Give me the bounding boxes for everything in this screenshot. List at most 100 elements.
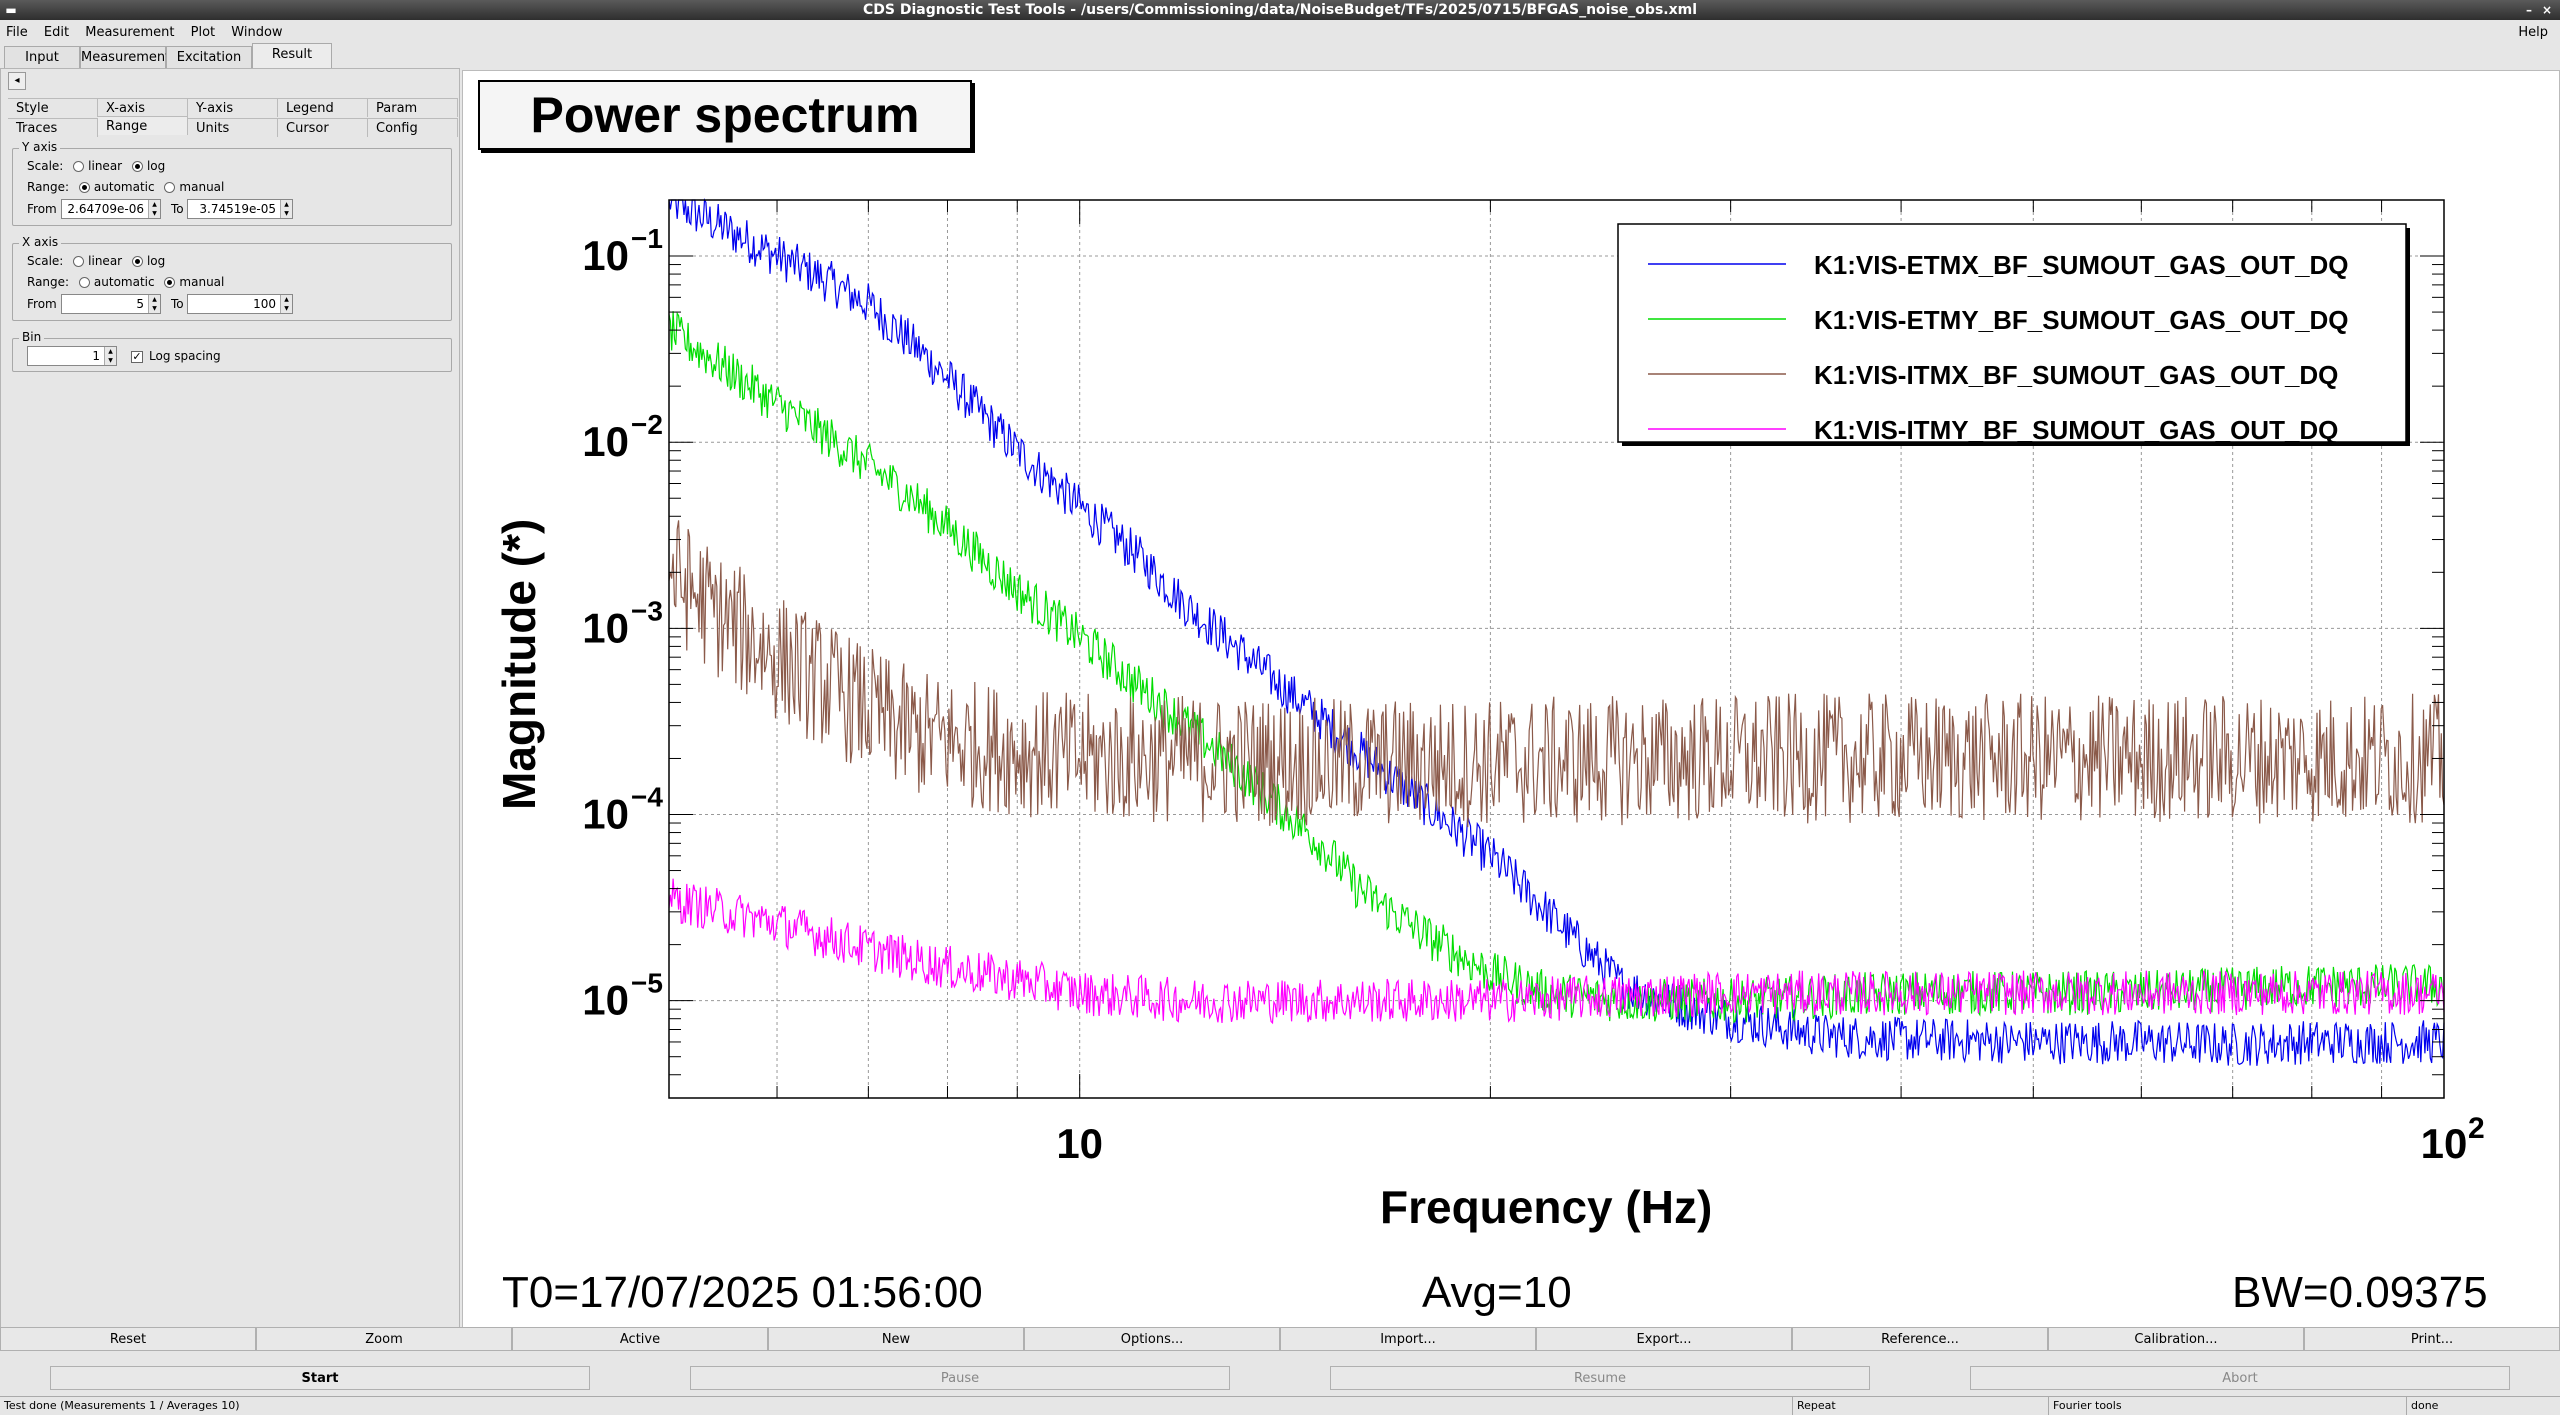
x-axis-group: X axis Scale: linear log Range: automati… [12,235,452,321]
subtab-units[interactable]: Units [188,118,278,137]
y-tick-exponent: −5 [631,968,663,999]
x-range-manual-radio[interactable] [164,277,176,288]
y-tick-label: 10 [582,418,629,465]
y-tick-exponent: −3 [631,595,663,626]
toolbar-calibration-button[interactable]: Calibration... [2048,1327,2304,1351]
tab-measurement[interactable]: Measurement [80,46,170,68]
x-from-field[interactable]: 5 ▲ ▼ [61,294,161,314]
legend-entry-label: K1:VIS-ITMY_BF_SUMOUT_GAS_OUT_DQ [1814,415,2338,445]
plot-frame [668,199,2445,1099]
log-spacing-label: Log spacing [149,349,221,363]
y-from-field[interactable]: 2.64709e-06 ▲ ▼ [61,199,161,219]
toolbar-import-button[interactable]: Import... [1280,1327,1536,1351]
abort-button[interactable]: Abort [1970,1366,2510,1390]
x-to-field[interactable]: 100 ▲ ▼ [187,294,293,314]
close-icon[interactable]: × [2541,3,2553,17]
x-range-automatic-radio[interactable] [78,277,90,288]
tab-input[interactable]: Input [4,46,80,68]
y-scale-log-label: log [146,159,166,173]
subtab-param[interactable]: Param [368,98,458,117]
x-range-manual-label: manual [179,275,225,289]
window-menu-icon[interactable]: ▬ [5,3,17,17]
start-button[interactable]: Start [50,1366,590,1390]
y-tick-exponent: −2 [631,409,663,440]
toolbar-options-button[interactable]: Options... [1024,1327,1280,1351]
toolbar-reset-button[interactable]: Reset [0,1327,256,1351]
x-from-label: From [27,297,57,311]
pause-button[interactable]: Pause [690,1366,1230,1390]
x-range-automatic-label: automatic [93,275,155,289]
y-tick-label: 10 [582,232,629,279]
toolbar-new-button[interactable]: New [768,1327,1024,1351]
status-state: done [2406,1397,2560,1415]
menu-window[interactable]: Window [231,25,283,40]
y-range-label: Range: [27,180,70,194]
subtab-config[interactable]: Config [368,118,458,137]
menu-measurement[interactable]: Measurement [85,25,175,40]
subtab-style[interactable]: Style [8,98,98,117]
trace-3-line [668,520,2445,828]
trace-4-line [668,878,2445,1025]
minimize-icon[interactable]: – [2526,3,2532,17]
toolbar-export-button[interactable]: Export... [1536,1327,1792,1351]
tab-excitation[interactable]: Excitation [166,46,252,68]
subtab-legend[interactable]: Legend [278,98,368,117]
y-scale-label: Scale: [27,159,64,173]
status-repeat: Repeat [1792,1397,2048,1415]
subtab-traces[interactable]: Traces [8,118,98,137]
subtab-range[interactable]: Range [98,116,188,135]
legend-entry-label: K1:VIS-ETMX_BF_SUMOUT_GAS_OUT_DQ [1814,250,2349,280]
tab-result[interactable]: Result [252,43,332,68]
power-spectrum-chart[interactable]: 10 −110 −210 −310 −410 −510 10 2 K1:VIS-ETMX_BF… [462,70,2560,1328]
y-tick-exponent: −1 [631,223,663,254]
y-scale-linear-radio[interactable] [73,161,85,172]
legend[interactable]: K1:VIS-ETMX_BF_SUMOUT_GAS_OUT_DQ K1:VIS-E… [1617,223,2410,446]
x-scale-label: Scale: [27,254,64,268]
menu-plot[interactable]: Plot [190,25,216,40]
y-scale-log-radio[interactable] [131,161,143,172]
x-scale-log-radio[interactable] [131,256,143,267]
x-scale-row: Scale: linear log [27,252,165,270]
window-titlebar: CDS Diagnostic Test Tools - /users/Commi… [0,0,2560,20]
y-range-manual-radio[interactable] [164,182,176,193]
plot-toolbar: Reset Zoom Active New Options... Import... Exp… [0,1327,2560,1353]
y-to-spin-icon[interactable]: ▲ ▼ [280,200,292,218]
control-bar: Start Pause Resume Abort [0,1366,2560,1390]
toolbar-active-button[interactable]: Active [512,1327,768,1351]
y-from-spin-icon[interactable]: ▲ ▼ [148,200,160,218]
y-tick-label: 10 [582,791,629,838]
t0-label: T0=17/07/2025 01:56:00 [502,1268,983,1317]
toolbar-reference-button[interactable]: Reference... [1792,1327,2048,1351]
bin-spin-icon[interactable]: ▲ ▼ [104,347,116,365]
x-from-value: 5 [136,297,144,311]
y-scale-row: Scale: linear log [27,157,165,175]
menu-edit[interactable]: Edit [43,25,70,40]
y-tick-exponent: −4 [631,782,663,813]
y-range-automatic-radio[interactable] [78,182,90,193]
x-to-spin-icon[interactable]: ▲ ▼ [280,295,292,313]
x-to-label: To [171,297,184,311]
y-range-row: Range: automatic manual [27,178,224,196]
y-to-field[interactable]: 3.74519e-05 ▲ ▼ [187,199,293,219]
log-spacing-checkbox[interactable]: ✓ [131,349,143,363]
bin-field[interactable]: 1 ▲ ▼ [27,346,117,366]
menu-help[interactable]: Help [2518,25,2548,40]
collapse-panel-button[interactable]: ◂ [8,72,26,90]
y-axis-group: Y axis Scale: linear log Range: automati… [12,140,452,226]
toolbar-print-button[interactable]: Print... [2304,1327,2560,1351]
y-scale-linear-label: linear [88,159,123,173]
subtab-cursor[interactable]: Cursor [278,118,368,137]
y-from-value: 2.64709e-06 [67,202,144,216]
status-tools: Fourier tools [2048,1397,2406,1415]
avg-label: Avg=10 [1422,1268,1572,1317]
resume-button[interactable]: Resume [1330,1366,1870,1390]
legend-entry-label: K1:VIS-ITMX_BF_SUMOUT_GAS_OUT_DQ [1814,360,2338,390]
x-from-spin-icon[interactable]: ▲ ▼ [148,295,160,313]
x-scale-linear-radio[interactable] [73,256,85,267]
menu-file[interactable]: File [6,25,28,40]
toolbar-zoom-button[interactable]: Zoom [256,1327,512,1351]
subtab-y-axis[interactable]: Y-axis [188,98,278,117]
x-axis-group-title: X axis [19,235,62,249]
y-tick-label: 10 [582,977,629,1024]
subtab-x-axis[interactable]: X-axis [98,98,188,117]
